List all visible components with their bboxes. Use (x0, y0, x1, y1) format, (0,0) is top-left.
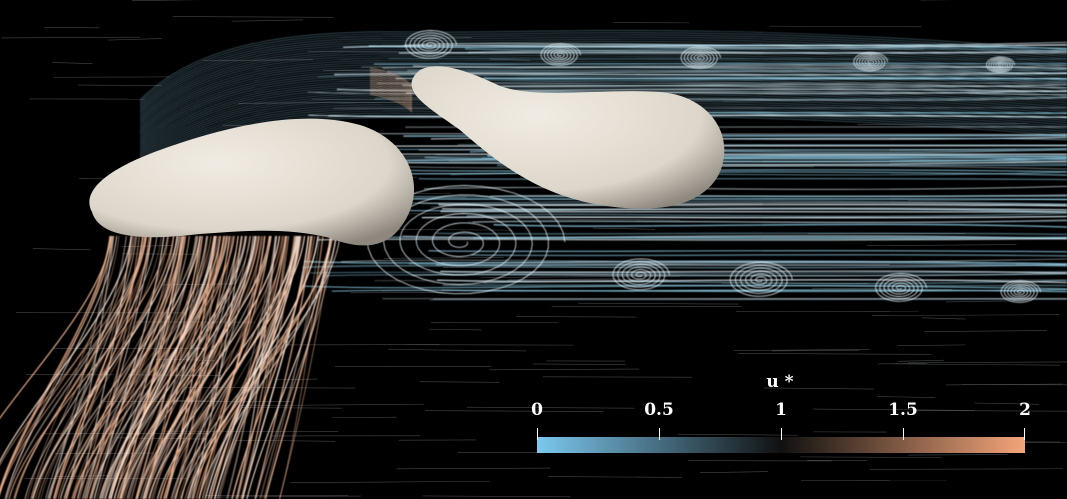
upper-right-body (411, 66, 725, 209)
vortex-spirals (366, 30, 1042, 303)
colorbar-tick-label: 1 (775, 400, 787, 420)
colorbar-tick-mark (537, 428, 538, 440)
colorbar-tick-label: 0.5 (644, 400, 674, 420)
colorbar-tick-mark (903, 428, 904, 440)
colorbar (537, 437, 1025, 453)
colorbar-title: u * (766, 372, 794, 392)
jet-streamlines (0, 67, 413, 499)
lower-left-body (89, 118, 415, 246)
colorbar-tick-label: 0 (531, 400, 543, 420)
colorbar-tick-mark (659, 428, 660, 440)
colorbar-tick-mark (1024, 428, 1025, 440)
colorbar-tick-label: 1.5 (888, 400, 918, 420)
colorbar-tick-label: 2 (1019, 400, 1031, 420)
colorbar-tick-mark (781, 428, 782, 440)
